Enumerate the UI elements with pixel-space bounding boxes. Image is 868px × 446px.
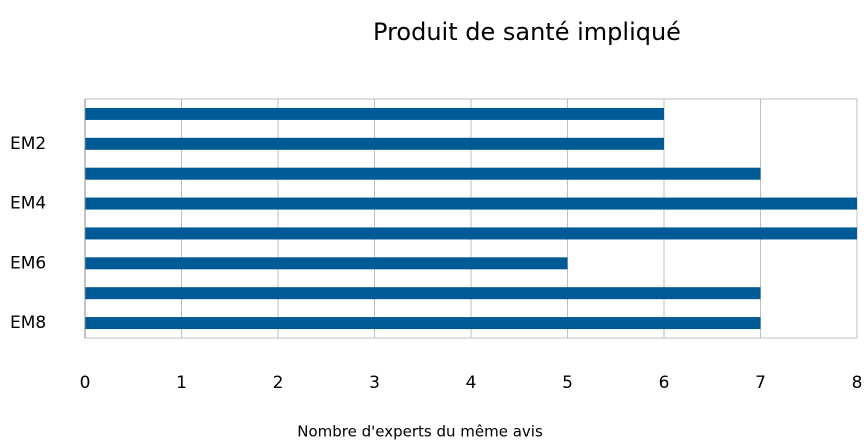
- bar: [85, 317, 761, 330]
- bar: [85, 287, 761, 300]
- x-tick-label: 4: [466, 373, 477, 393]
- x-tick-label: 6: [659, 373, 670, 393]
- x-tick-label: 2: [273, 373, 284, 393]
- chart-title: Produit de santé impliqué: [373, 18, 681, 46]
- x-axis-label: Nombre d'experts du même avis: [297, 423, 543, 441]
- x-tick-label: 1: [176, 373, 187, 393]
- bar: [85, 227, 857, 240]
- x-tick-label: 0: [80, 373, 91, 393]
- bar: [85, 167, 761, 180]
- bar: [85, 107, 664, 120]
- x-tick-label: 7: [755, 373, 766, 393]
- bar: [85, 257, 568, 270]
- bar: [85, 197, 857, 210]
- x-tick-label: 3: [369, 373, 380, 393]
- x-tick-label: 8: [852, 373, 863, 393]
- y-tick-label: EM4: [10, 194, 46, 214]
- bar: [85, 137, 664, 150]
- y-tick-label: EM8: [10, 313, 46, 333]
- y-tick-label: EM2: [10, 134, 46, 154]
- y-tick-label: EM6: [10, 253, 46, 273]
- x-tick-label: 5: [562, 373, 573, 393]
